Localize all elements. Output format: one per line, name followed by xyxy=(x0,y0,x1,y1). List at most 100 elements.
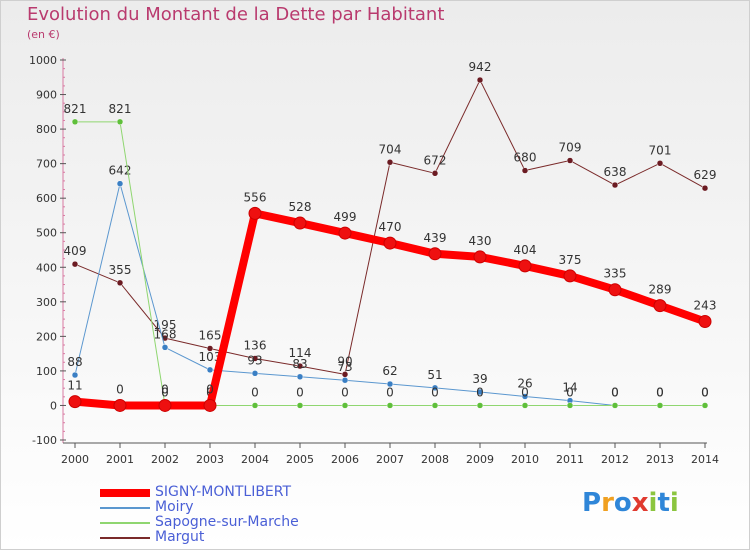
data-label: 0 xyxy=(656,385,664,399)
data-label: 701 xyxy=(649,143,672,157)
logo-letter: i xyxy=(648,488,658,518)
legend-label: SIGNY-MONTLIBERT xyxy=(155,484,292,500)
data-label: 0 xyxy=(656,385,664,399)
data-label: 14 xyxy=(562,381,577,395)
chart-title: Evolution du Montant de la Dette par Hab… xyxy=(27,4,445,25)
data-label: 62 xyxy=(382,364,397,378)
legend-swatch xyxy=(100,522,150,524)
data-label: 243 xyxy=(694,299,717,313)
logo-letter: P xyxy=(582,488,602,518)
data-point xyxy=(566,157,574,164)
data-label: 439 xyxy=(424,231,447,245)
data-label: 93 xyxy=(247,353,262,367)
logo-letter: o xyxy=(613,488,632,518)
legend-swatch xyxy=(100,507,150,509)
data-label: 39 xyxy=(472,372,487,386)
data-label: 0 xyxy=(476,385,484,399)
data-point xyxy=(611,181,619,189)
data-point xyxy=(341,402,349,409)
data-point xyxy=(653,299,667,313)
data-point xyxy=(608,283,622,297)
x-tick-label: 2001 xyxy=(106,453,134,466)
data-label: 629 xyxy=(694,168,717,182)
data-point xyxy=(386,402,394,409)
data-label: 90 xyxy=(337,354,352,368)
data-label: 430 xyxy=(469,234,492,248)
data-point xyxy=(71,118,79,126)
x-tick-label: 2004 xyxy=(241,453,269,466)
data-point xyxy=(566,402,574,409)
data-label: 11 xyxy=(67,379,82,393)
data-label: 114 xyxy=(289,346,312,360)
x-tick-label: 2000 xyxy=(61,453,89,466)
data-label: 470 xyxy=(379,220,402,234)
x-tick-label: 2008 xyxy=(421,453,449,466)
data-point xyxy=(116,279,124,287)
data-label: 821 xyxy=(109,102,132,116)
x-tick-label: 2009 xyxy=(466,453,494,466)
data-point xyxy=(116,180,124,187)
data-point xyxy=(701,402,709,409)
data-label: 335 xyxy=(604,267,627,281)
data-point xyxy=(296,373,304,381)
x-tick-label: 2013 xyxy=(646,453,674,466)
data-point xyxy=(248,206,262,220)
logo-letter: t xyxy=(657,488,670,518)
y-tick-label: 800 xyxy=(36,123,57,136)
data-point xyxy=(611,402,619,409)
data-label: 136 xyxy=(244,338,267,352)
data-point xyxy=(386,380,394,388)
data-point xyxy=(341,376,349,384)
data-point xyxy=(428,247,442,261)
proxiti-logo: Proxiti xyxy=(582,488,679,518)
data-point xyxy=(158,398,172,412)
legend-label: Sapogne-sur-Marche xyxy=(155,514,299,530)
data-point xyxy=(473,250,487,264)
data-point xyxy=(206,366,214,374)
data-label: 0 xyxy=(701,385,709,399)
data-point xyxy=(251,402,259,409)
data-label: 0 xyxy=(296,385,304,399)
data-label: 0 xyxy=(611,385,619,399)
data-point xyxy=(71,260,79,268)
y-tick-label: 100 xyxy=(36,365,57,378)
data-label: 26 xyxy=(517,376,532,390)
data-point xyxy=(68,395,82,409)
x-tick-label: 2014 xyxy=(691,453,719,466)
data-point xyxy=(296,362,304,370)
data-label: 289 xyxy=(649,283,672,297)
data-point xyxy=(293,216,307,230)
data-point xyxy=(338,226,352,240)
data-label: 672 xyxy=(424,153,447,167)
data-label: 499 xyxy=(334,210,357,224)
data-point xyxy=(476,76,484,84)
data-label: 168 xyxy=(154,327,177,341)
data-label: 409 xyxy=(64,244,87,258)
data-label: 0 xyxy=(251,385,259,399)
y-tick-label: 0 xyxy=(50,399,57,412)
data-point xyxy=(71,371,79,379)
data-label: 642 xyxy=(109,164,132,178)
data-point xyxy=(251,355,259,362)
data-label: 942 xyxy=(469,60,492,74)
data-point xyxy=(251,370,259,377)
y-tick-label: 200 xyxy=(36,330,57,343)
y-tick-label: 900 xyxy=(36,89,57,102)
x-tick-label: 2007 xyxy=(376,453,404,466)
data-point xyxy=(386,159,394,166)
data-label: 0 xyxy=(521,385,529,399)
data-point xyxy=(476,402,484,409)
data-label: 83 xyxy=(292,357,307,371)
data-label: 638 xyxy=(604,165,627,179)
y-tick-label: 1000 xyxy=(29,54,57,67)
x-tick-label: 2005 xyxy=(286,453,314,466)
data-point xyxy=(656,402,664,409)
data-point xyxy=(206,345,214,352)
data-point xyxy=(161,344,169,351)
data-point xyxy=(518,259,532,273)
y-tick-label: 700 xyxy=(36,158,57,171)
data-label: 0 xyxy=(386,385,394,399)
data-label: 0 xyxy=(431,385,439,399)
